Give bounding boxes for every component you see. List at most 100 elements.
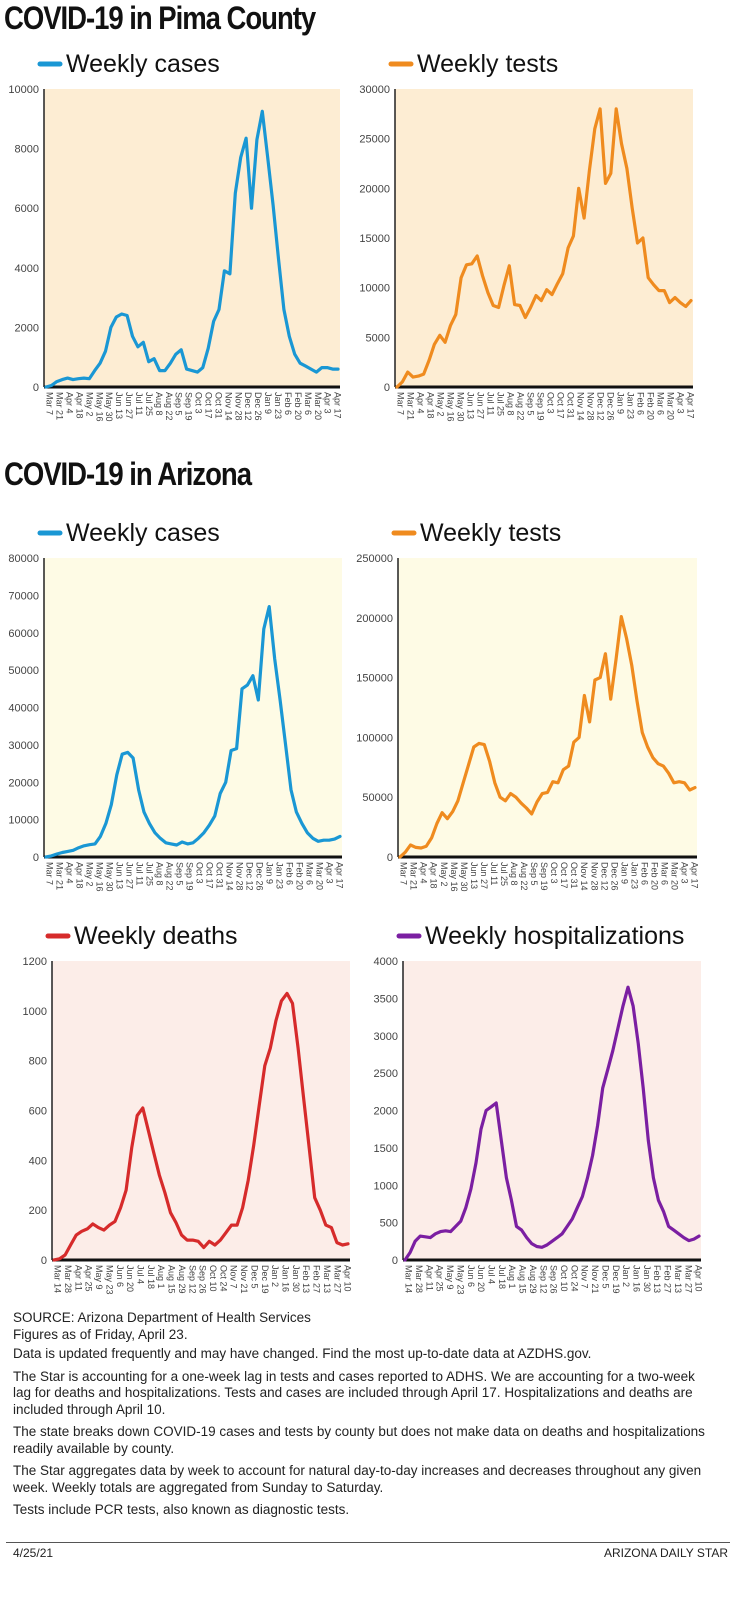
az-deaths-x-tick: Sep 12 [187,1265,197,1294]
az-hosp-x-tick: Mar 27 [683,1265,693,1293]
az-tests-x-tick: Apr 4 [419,862,429,884]
note-update: Data is updated frequently and may have … [13,1346,592,1361]
az-cases-y-tick: 20000 [8,777,39,789]
az-hosp-x-tick: Mar 14 [404,1265,414,1293]
az-cases-x-tick: Dec 12 [245,862,255,891]
az-hosp-x-tick: Jan 30 [642,1265,652,1292]
az-cases-x-tick: Feb 20 [295,862,305,890]
az-hosp-x-tick: May 23 [455,1265,465,1295]
pima-cases-series-line [44,109,340,389]
az-tests-x-tick: Oct 31 [569,862,579,889]
source-line: SOURCE: Arizona Department of Health Ser… [13,1310,311,1325]
az-cases-x-tick: Apr 3 [325,862,335,884]
az-deaths-x-tick: Apr 25 [84,1265,94,1292]
pima-tests-x-tick: May 30 [456,392,466,422]
az-tests-x-tick: Dec 26 [609,862,619,891]
pima-tests-x-tick: Apr 17 [686,392,696,419]
pima-tests-x-tick: May 2 [436,392,446,417]
az-hosp-x-tick: Dec 19 [611,1265,621,1294]
footer-divider [6,1542,730,1543]
pima-cases-x-tick: Oct 31 [213,392,223,419]
az-deaths-series-line [52,991,350,1262]
az-cases-x-tick: Mar 6 [305,862,315,885]
az-tests-x-tick: Jan 9 [619,862,629,884]
az-deaths-x-tick: Jul 18 [146,1265,156,1289]
az-tests-x-tick: Mar 20 [670,862,680,890]
az-deaths-x-tick: Jul 4 [135,1265,145,1284]
pima-cases-x-tick: Dec 12 [243,392,253,421]
pima-cases-x-tick: Mar 21 [55,392,65,420]
az-tests-x-tick: May 2 [439,862,449,887]
pima-tests-x-tick: Apr 18 [426,392,436,419]
az-hosp-y-tick: 500 [380,1218,398,1230]
az-hosp-x-tick: Nov 21 [590,1265,600,1294]
pima-tests-legend-label: Weekly tests [417,50,558,78]
az-tests-y-tick: 50000 [362,792,393,804]
az-hosp-x-tick: Apr 25 [435,1265,445,1292]
pima-cases-x-tick: Oct 3 [194,392,204,414]
az-deaths-x-tick: May 9 [94,1265,104,1290]
pima-tests-x-tick: Aug 22 [516,392,526,421]
az-tests-plot-area [398,558,697,857]
az-cases-x-tick: Dec 26 [255,862,265,891]
pima-tests-y-tick: 15000 [359,233,390,245]
az-deaths-x-tick: Nov 21 [239,1265,249,1294]
pima-cases-x-tick: May 30 [104,392,114,422]
footer-notes: SOURCE: Arizona Department of Health Ser… [13,1310,713,1525]
az-deaths-x-tick: Apr 11 [73,1265,83,1291]
az-tests-chart: Weekly tests 0 50000 100000 150000 200000 2500… [356,519,699,892]
az-cases-x-tick: Jun 13 [115,862,125,889]
az-deaths-x-tick: Dec 5 [249,1265,259,1289]
az-tests-x-tick: May 30 [459,862,469,892]
pima-tests-x-tick: Dec 12 [596,392,606,421]
az-hosp-plot-area [403,961,701,1260]
as-of-line: Figures as of Friday, April 23. [13,1326,188,1342]
pima-tests-y-tick: 30000 [359,84,390,96]
az-tests-x-tick: Aug 22 [519,862,529,891]
az-deaths-x-tick: Dec 19 [260,1265,270,1294]
az-cases-x-tick: Sep 5 [175,862,185,886]
az-deaths-x-tick: Mar 27 [332,1265,342,1293]
pima-tests-x-tick: May 16 [446,392,456,422]
az-deaths-y-tick: 600 [29,1106,47,1118]
az-hosp-x-tick: Jan 2 [621,1265,631,1287]
pima-cases-x-tick: Apr 18 [74,392,84,419]
pima-tests-x-tick: Mar 20 [666,392,676,420]
pima-cases-x-tick: Sep 5 [174,392,184,416]
az-tests-x-tick: Apr 18 [429,862,439,889]
az-deaths-legend-label: Weekly deaths [74,922,238,950]
pima-cases-legend-label: Weekly cases [66,50,220,78]
az-tests-x-tick: Sep 5 [529,862,539,886]
az-hosp-x-tick: Nov 7 [580,1265,590,1289]
az-deaths-x-tick: Oct 24 [218,1265,228,1292]
az-cases-y-tick: 50000 [8,665,39,677]
az-cases-chart: Weekly cases 0 10000 20000 30000 40000 50000 60… [8,519,344,892]
pima-tests-x-tick: Jan 23 [626,392,636,419]
pima-tests-x-tick: Oct 3 [546,392,556,414]
az-hosp-x-tick: Jun 6 [466,1265,476,1287]
pima-tests-x-tick: Sep 5 [526,392,536,416]
az-cases-x-tick: Oct 17 [205,862,215,889]
pima-cases-x-tick: Jul 25 [144,392,154,416]
pima-tests-y-tick: 25000 [359,134,390,146]
az-cases-x-tick: Mar 21 [55,862,65,890]
az-hosp-x-tick: Sep 26 [549,1265,559,1294]
az-hosp-legend-label: Weekly hospitalizations [425,922,684,950]
az-tests-x-tick: Nov 14 [579,862,589,891]
pima-cases-x-tick: Oct 17 [204,392,214,419]
az-deaths-x-tick: Sep 26 [198,1265,208,1294]
az-deaths-chart: Weekly deaths 0 200 400 600 800 1000 1200 Mar 14… [23,922,353,1295]
az-hosp-x-tick: Jun 20 [476,1265,486,1292]
pima-tests-x-tick: Mar 6 [656,392,666,415]
pima-cases-x-tick: Jan 9 [263,392,273,414]
pima-tests-x-tick: Oct 17 [556,392,566,419]
az-hosp-y-tick: 2500 [374,1068,398,1080]
pima-tests-x-tick: Nov 28 [586,392,596,421]
pima-cases-x-tick: Mar 6 [303,392,313,415]
az-deaths-x-tick: Aug 1 [156,1265,166,1289]
az-cases-x-tick: Aug 8 [155,862,165,886]
az-deaths-y-tick: 800 [29,1056,47,1068]
pima-cases-y-tick: 10000 [8,84,39,96]
pima-tests-x-tick: Jul 25 [496,392,506,416]
